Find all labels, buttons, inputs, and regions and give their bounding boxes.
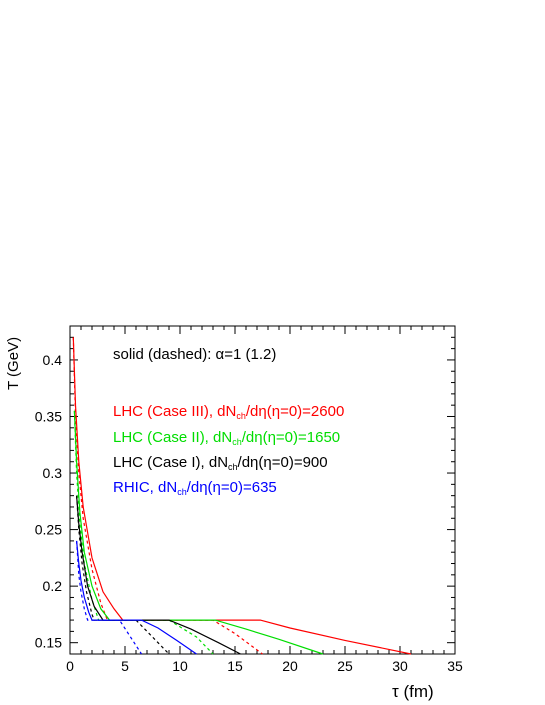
legend-entry: LHC (Case III), dNch/dη(η=0)=2600 bbox=[113, 403, 344, 421]
legend-entry-subscript: ch bbox=[232, 437, 242, 447]
legend-entry-rest: /dη(η=0)=2600 bbox=[246, 403, 344, 420]
series-line-solid bbox=[72, 337, 412, 655]
legend-entry: LHC (Case II), dNch/dη(η=0)=1650 bbox=[113, 429, 340, 447]
legend-entry-text: LHC (Case I), dN bbox=[113, 454, 228, 471]
legend-entry-text: RHIC, dN bbox=[113, 479, 177, 496]
style-annotation: solid (dashed): α=1 (1.2) bbox=[113, 346, 276, 363]
legend-entry-text: LHC (Case II), dN bbox=[113, 429, 232, 446]
x-axis: 0 5 10 15 20 25 30 35 bbox=[66, 326, 463, 674]
legend-entry-subscript: ch bbox=[228, 462, 238, 472]
x-tick-label: 10 bbox=[172, 658, 188, 674]
legend-entry-subscript: ch bbox=[236, 411, 246, 421]
y-tick-label: 0.25 bbox=[35, 522, 62, 538]
y-axis: 0.15 0.2 0.25 0.3 0.35 0.4 bbox=[35, 325, 455, 651]
y-tick-label: 0.4 bbox=[43, 352, 63, 368]
series-line-dashed bbox=[72, 337, 263, 655]
legend-entry: LHC (Case I), dNch/dη(η=0)=900 bbox=[113, 454, 328, 472]
legend-entry-rest: /dη(η=0)=635 bbox=[187, 479, 277, 496]
x-tick-label: 35 bbox=[447, 658, 463, 674]
series-line-solid bbox=[76, 495, 241, 655]
y-tick-label: 0.15 bbox=[35, 635, 62, 651]
series-line-dashed bbox=[76, 495, 170, 655]
series-line-solid bbox=[76, 540, 197, 655]
x-tick-label: 5 bbox=[121, 658, 129, 674]
x-axis-label: τ (fm) bbox=[392, 682, 434, 701]
series-line-dashed bbox=[73, 410, 214, 655]
x-tick-label: 0 bbox=[66, 658, 74, 674]
legend-entry-rest: /dη(η=0)=1650 bbox=[242, 429, 340, 446]
x-tick-label: 20 bbox=[282, 658, 298, 674]
y-axis-label: T (GeV) bbox=[5, 337, 22, 390]
y-tick-label: 0.3 bbox=[43, 465, 63, 481]
x-tick-label: 30 bbox=[392, 658, 408, 674]
legend-entry: RHIC, dNch/dη(η=0)=635 bbox=[113, 479, 277, 497]
x-tick-label: 25 bbox=[337, 658, 353, 674]
series-lines bbox=[72, 337, 412, 655]
legend-entry-rest: /dη(η=0)=900 bbox=[238, 454, 328, 471]
series-line-dashed bbox=[76, 540, 143, 655]
y-tick-label: 0.35 bbox=[35, 408, 62, 424]
y-tick-label: 0.2 bbox=[43, 578, 63, 594]
legend-entry-subscript: ch bbox=[177, 487, 187, 497]
legend-entry-text: LHC (Case III), dN bbox=[113, 403, 236, 420]
x-tick-label: 15 bbox=[227, 658, 243, 674]
series-line-solid bbox=[73, 410, 324, 655]
